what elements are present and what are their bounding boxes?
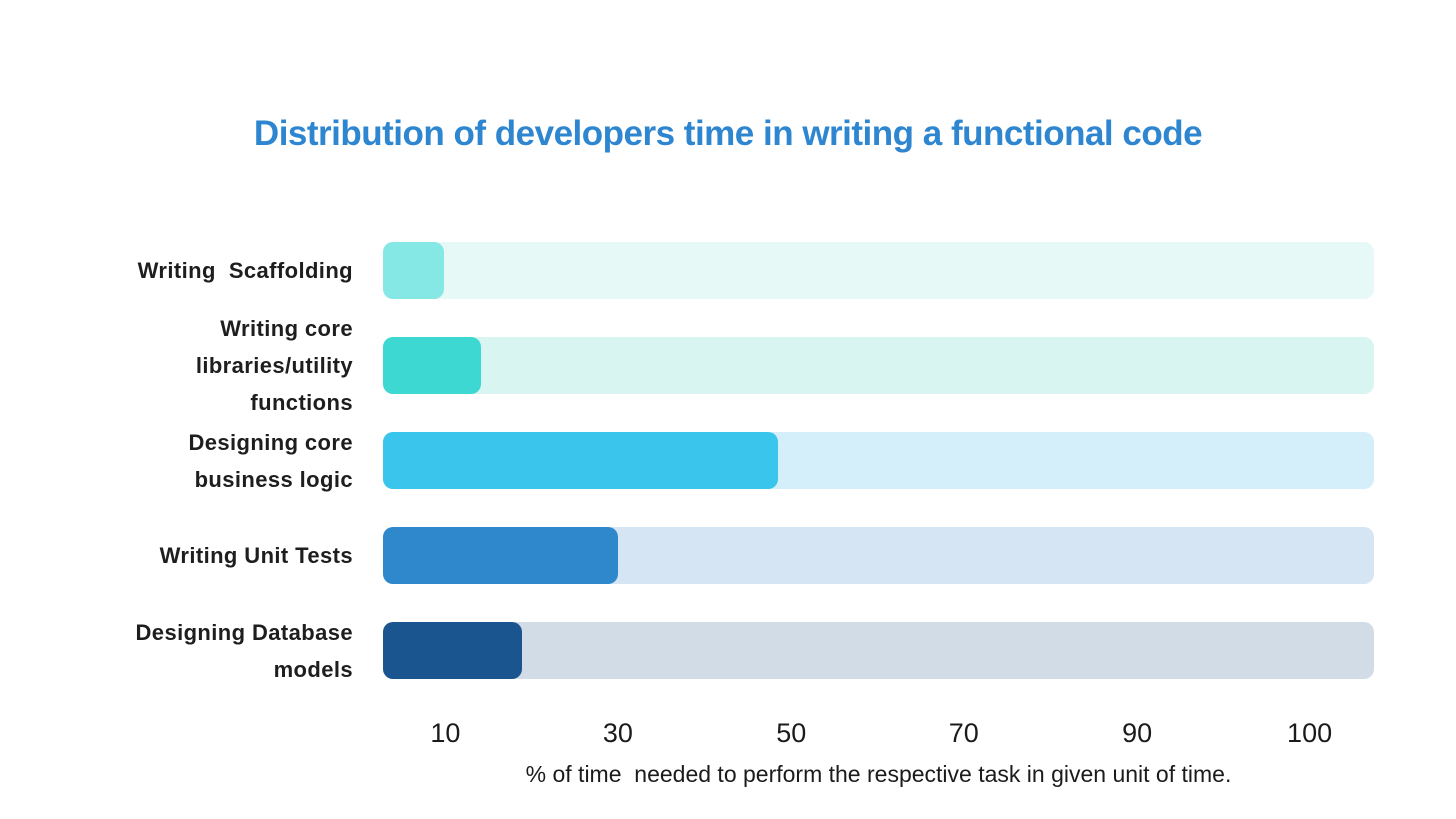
chart-row: Designing core business logic [60,430,1374,492]
bar-track [383,242,1374,299]
bar-fill [383,622,522,679]
chart-title: Distribution of developers time in writi… [253,114,1203,153]
bar-fill [383,242,445,299]
x-axis-tick-label: 50 [776,718,807,748]
bar-track [383,337,1374,394]
chart-row: Designing Database models [60,620,1374,682]
x-axis-tick-label: 100 [1287,718,1333,748]
bar-fill [383,432,779,489]
x-axis-tick-label: 10 [430,718,461,748]
chart-rows: Writing Scaffolding Writing core librarie… [60,242,1374,682]
x-axis-caption: % of time needed to perform the respecti… [525,761,1232,787]
x-axis-caption-row: % of time needed to perform the respecti… [60,761,1374,788]
category-label: Designing core business logic [188,429,353,492]
category-label: Writing core libraries/utility functions [195,316,353,415]
category-label: Designing Database models [135,619,353,682]
bar-track [383,432,1374,489]
x-axis-row: 10 30 50 70 90 100 [60,717,1374,749]
category-label-column: Writing Scaffolding [60,252,383,289]
bar-fill [383,527,618,584]
caption-left-spacer [60,761,383,788]
axis-left-spacer [60,717,383,749]
x-axis-tick-label: 90 [1122,718,1153,748]
bar-chart: Writing Scaffolding Writing core librarie… [60,242,1374,788]
category-label: Writing Unit Tests [159,543,353,568]
x-axis-tick-label: 70 [948,718,979,748]
category-label-column: Designing core business logic [60,424,383,498]
chart-row: Writing Scaffolding [60,242,1374,299]
bar-track [383,622,1374,679]
chart-row: Writing core libraries/utility functions [60,316,1374,415]
category-label-column: Writing Unit Tests [60,537,383,574]
category-label-column: Designing Database models [60,614,383,688]
category-label-column: Writing core libraries/utility functions [60,310,383,421]
bar-track [383,527,1374,584]
bar-fill [383,337,482,394]
x-axis-tick-label: 30 [602,718,633,748]
chart-row: Writing Unit Tests [60,527,1374,584]
x-axis: 10 30 50 70 90 100 [383,717,1374,749]
category-label: Writing Scaffolding [137,258,353,283]
